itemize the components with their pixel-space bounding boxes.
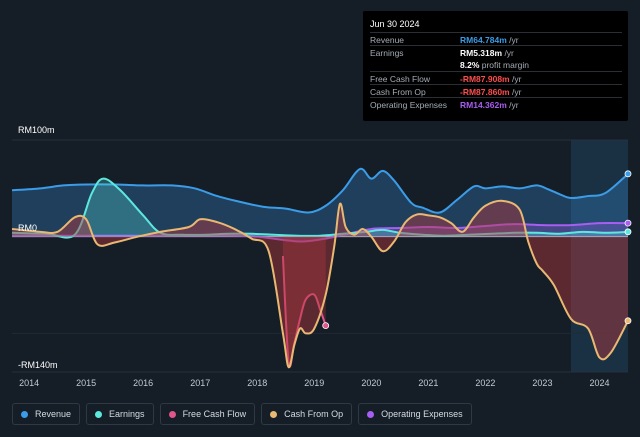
tooltip-value: -RM87.908m /yr [460, 74, 522, 84]
y-label-zero: RM0 [18, 223, 37, 233]
tooltip: Jun 30 2024 Revenue RM64.784m /yr Earnin… [363, 11, 628, 121]
series-area-earnings [12, 178, 628, 238]
tooltip-value: RM5.318m /yr [460, 48, 514, 58]
tooltip-row-revenue: Revenue RM64.784m /yr [370, 32, 622, 46]
tooltip-row-margin: 8.2% profit margin [370, 58, 622, 71]
x-tick-label: 2019 [304, 378, 324, 388]
tooltip-label: Earnings [370, 48, 404, 58]
series-endpoint-free-cash-flow [322, 322, 330, 330]
x-tick-label: 2018 [247, 378, 267, 388]
tooltip-value: RM64.784m /yr [460, 35, 519, 45]
y-label-bottom: -RM140m [18, 360, 58, 370]
x-tick-label: 2021 [418, 378, 438, 388]
series-endpoint-revenue [624, 170, 632, 178]
legend-dot-icon [95, 410, 103, 418]
x-tick-label: 2024 [589, 378, 609, 388]
tooltip-row-fcf: Free Cash Flow -RM87.908m /yr [370, 71, 622, 85]
x-tick-label: 2017 [190, 378, 210, 388]
series-line-revenue [11, 167, 629, 214]
legend-item-earnings[interactable]: Earnings [86, 403, 154, 425]
tooltip-row-cfo: Cash From Op -RM87.860m /yr [370, 84, 622, 98]
series-line-earnings [11, 177, 629, 239]
tooltip-value: -RM87.860m /yr [460, 87, 522, 97]
x-tick-label: 2015 [76, 378, 96, 388]
legend-label: Free Cash Flow [182, 409, 247, 419]
series-line-cash-from-op [11, 199, 629, 369]
tooltip-label: Cash From Op [370, 87, 426, 97]
legend-label: Operating Expenses [381, 409, 463, 419]
tooltip-value: 8.2% profit margin [460, 60, 529, 70]
chart: RM100m RM0 -RM140m 2014 2015 2016 2017 2018 2… [11, 125, 632, 388]
axis-labels: RM100m RM0 -RM140m [18, 125, 58, 370]
tooltip-row-opex: Operating Expenses RM14.362m /yr [370, 97, 622, 111]
legend-label: Cash From Op [284, 409, 344, 419]
series-layer [11, 167, 632, 369]
x-tick-label: 2016 [133, 378, 153, 388]
series-endpoint-cash-from-op [624, 317, 632, 325]
series-endpoint-earnings [624, 228, 632, 236]
legend-dot-icon [168, 410, 176, 418]
x-tick-label: 2023 [532, 378, 552, 388]
legend-label: Revenue [35, 409, 72, 419]
tooltip-row-earnings: Earnings RM5.318m /yr [370, 45, 622, 59]
legend-item-free-cash-flow[interactable]: Free Cash Flow [159, 403, 256, 425]
legend-item-revenue[interactable]: Revenue [12, 403, 81, 425]
legend-item-operating-expenses[interactable]: Operating Expenses [358, 403, 472, 425]
legend: Revenue Earnings Free Cash Flow Cash Fro… [12, 403, 472, 425]
legend-item-cash-from-op[interactable]: Cash From Op [261, 403, 353, 425]
series-line-free-cash-flow [281, 255, 327, 368]
legend-label: Earnings [109, 409, 145, 419]
x-tick-label: 2020 [361, 378, 381, 388]
legend-dot-icon [21, 410, 28, 418]
x-tick-labels: 2014 2015 2016 2017 2018 2019 2020 2021 2022 2023… [19, 378, 609, 388]
series-area-cash-from-op [12, 200, 628, 368]
tooltip-label: Revenue [370, 35, 405, 45]
tooltip-value: RM14.362m /yr [460, 100, 519, 110]
tooltip-date: Jun 30 2024 [370, 19, 420, 29]
series-endpoint-operating-expenses [624, 219, 632, 227]
x-tick-label: 2022 [475, 378, 495, 388]
y-label-top: RM100m [18, 125, 55, 135]
tooltip-label: Free Cash Flow [370, 74, 430, 84]
legend-dot-icon [270, 410, 278, 418]
x-tick-label: 2014 [19, 378, 39, 388]
tooltip-label: Operating Expenses [370, 100, 448, 110]
legend-dot-icon [367, 410, 375, 418]
